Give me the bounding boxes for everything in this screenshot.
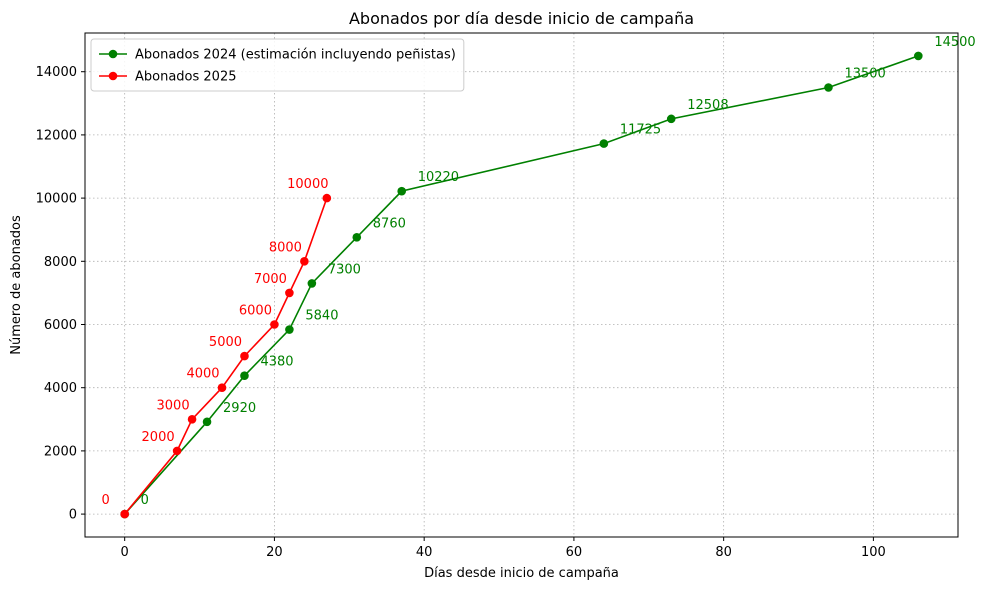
data-label: 4380 [260, 355, 293, 370]
data-label: 10220 [418, 170, 459, 185]
legend-marker [108, 71, 118, 81]
data-point [285, 288, 294, 298]
y-tick-label: 10000 [36, 192, 77, 207]
x-tick-label: 0 [121, 545, 129, 560]
y-axis-label: Número de abonados [9, 215, 24, 355]
data-label: 3000 [157, 398, 190, 413]
legend: Abonados 2024 (estimación incluyendo peñ… [90, 38, 465, 92]
data-point [914, 51, 923, 61]
y-tick-label: 0 [69, 508, 77, 523]
x-tick-label: 80 [715, 545, 732, 560]
data-point [666, 114, 676, 124]
data-point [172, 446, 182, 456]
data-point [120, 509, 129, 519]
y-tick-label: 14000 [36, 65, 77, 80]
y-tick-label: 12000 [36, 128, 77, 143]
axis-ticks: 0 20 40 60 80 100 0 2000 4000 6000 8000 10000 12000 1… [36, 65, 886, 560]
x-tick-label: 100 [861, 545, 886, 560]
legend-label: Abonados 2024 (estimación incluyendo peñ… [135, 48, 456, 63]
legend-label: Abonados 2025 [135, 70, 237, 85]
data-label: 2000 [142, 430, 175, 445]
x-tick-label: 40 [416, 545, 433, 560]
legend-box [90, 38, 465, 92]
data-point [599, 139, 609, 148]
data-point [300, 257, 309, 266]
series-2: 0 2000 3000 4000 5000 6000 7000 8000 10000 [102, 177, 332, 519]
data-label: 5840 [305, 309, 338, 324]
data-label: 5000 [209, 335, 242, 350]
data-label: 0 [141, 493, 149, 508]
data-label: 4000 [186, 367, 219, 382]
data-point [322, 193, 332, 203]
grid [85, 33, 958, 537]
legend-marker [108, 49, 118, 59]
data-label: 14500 [934, 35, 975, 50]
data-label: 8760 [373, 216, 406, 231]
series-1: 0 2920 4380 5840 7300 8760 10220 11725 12508 1350… [120, 35, 976, 519]
data-label: 7300 [328, 262, 361, 277]
legend-item: Abonados 2025 [99, 70, 237, 85]
data-label: 7000 [254, 272, 287, 287]
data-label: 6000 [239, 303, 272, 318]
data-label: 8000 [269, 240, 302, 255]
data-point [202, 417, 212, 427]
legend-item: Abonados 2024 (estimación incluyendo peñ… [99, 48, 456, 63]
plot-frame [84, 32, 959, 538]
data-label: 11725 [620, 123, 661, 138]
series-line [124, 55, 919, 515]
data-label: 2920 [223, 401, 256, 416]
data-point [270, 320, 279, 329]
x-tick-label: 20 [266, 545, 283, 560]
chart-title: Abonados por día desde inicio de campaña [349, 9, 694, 28]
y-tick-label: 4000 [44, 381, 77, 396]
data-label: 12508 [687, 98, 728, 113]
data-label: 0 [102, 493, 110, 508]
data-point [240, 371, 249, 380]
data-point [240, 351, 249, 361]
data-point [824, 83, 833, 92]
data-point [397, 186, 407, 196]
x-axis-label: Días desde inicio de campaña [424, 566, 619, 581]
x-tick-label: 60 [566, 545, 583, 560]
y-tick-label: 2000 [44, 444, 77, 459]
data-point [352, 232, 362, 242]
data-point [285, 325, 294, 334]
series-layer: 0 2920 4380 5840 7300 8760 10220 11725 12508 1350… [102, 35, 976, 519]
data-label: 13500 [844, 67, 885, 82]
data-label: 10000 [287, 177, 328, 192]
data-point [217, 383, 227, 392]
y-tick-label: 8000 [44, 255, 77, 270]
data-point [187, 414, 197, 424]
y-tick-label: 6000 [44, 318, 77, 333]
data-point [307, 279, 317, 288]
